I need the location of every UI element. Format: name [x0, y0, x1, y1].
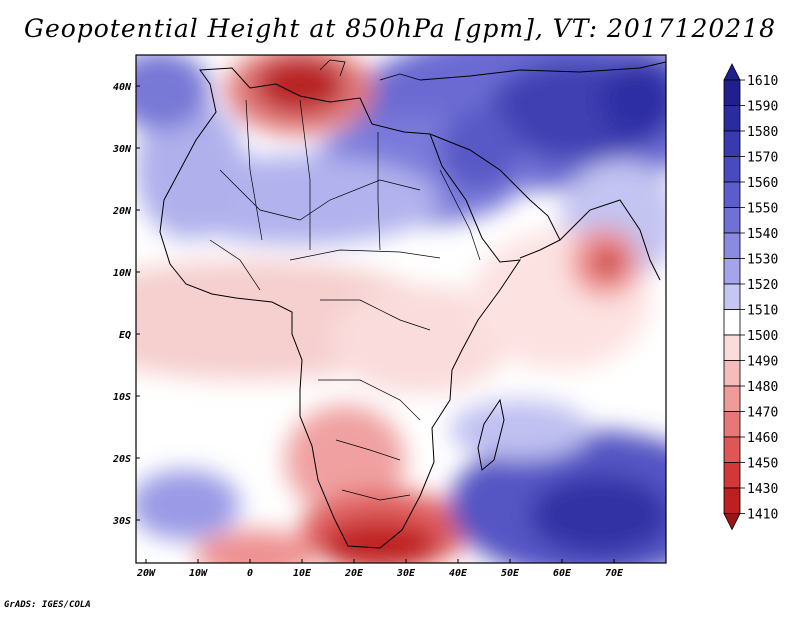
- y-tick-label: 10S: [113, 392, 131, 403]
- coastlines: [159, 59, 666, 549]
- colorbar-swatch: [723, 79, 741, 106]
- colorbar-label: 1550: [747, 202, 778, 217]
- colorbar-cap-top: [723, 63, 741, 81]
- colorbar-label: 1430: [747, 482, 778, 497]
- colorbar-label: 1410: [747, 508, 778, 523]
- x-axis: 20W 10W 0 10E 20E 30E 40E 50E 60E 70E: [136, 559, 624, 579]
- y-tick-label: EQ: [119, 330, 131, 341]
- colorbar-swatch: [723, 130, 741, 157]
- colorbar-label: 1560: [747, 176, 778, 191]
- colorbar-swatch: [723, 258, 741, 285]
- colorbar-label: 1590: [747, 100, 778, 115]
- x-tick-label: 70E: [605, 568, 624, 579]
- colorbar-swatch: [723, 232, 741, 259]
- colorbar-label: 1470: [747, 406, 778, 421]
- colorbar-label: 1460: [747, 431, 778, 446]
- colorbar-label: 1540: [747, 227, 778, 242]
- colorbar-swatch: [723, 105, 741, 132]
- colorbar: 1610 1590 1580 1570 1560 1550 1540 1530 1520 1510…: [723, 63, 778, 531]
- x-tick-label: 20W: [136, 568, 156, 579]
- y-tick-label: 30S: [112, 516, 131, 527]
- colorbar-swatch: [723, 207, 741, 234]
- map-title: Geopotential Height at 850hPa [gpm], VT:…: [23, 14, 777, 43]
- x-tick-label: 20E: [344, 568, 364, 579]
- colorbar-swatch: [723, 309, 741, 336]
- y-tick-label: 30N: [112, 144, 132, 155]
- grads-credit: GrADS: IGES/COLA: [4, 600, 91, 610]
- colorbar-swatch: [723, 385, 741, 412]
- plot-frame: [135, 54, 667, 564]
- colorbar-label: 1490: [747, 355, 778, 370]
- y-tick-label: 20N: [112, 206, 132, 217]
- colorbar-swatch: [723, 283, 741, 310]
- colorbar-swatch: [723, 156, 741, 183]
- colorbar-swatch: [723, 487, 741, 514]
- colorbar-label: 1450: [747, 457, 778, 472]
- x-tick-label: 50E: [501, 568, 520, 579]
- colorbar-label: 1610: [747, 74, 778, 89]
- colorbar-swatch: [723, 334, 741, 361]
- colorbar-swatch: [723, 436, 741, 463]
- colorbar-swatch: [723, 462, 741, 489]
- y-tick-label: 40N: [113, 82, 132, 93]
- colorbar-swatch: [723, 411, 741, 438]
- x-tick-label: 30E: [396, 568, 416, 579]
- colorbar-label: 1530: [747, 253, 778, 268]
- colorbar-cap-bottom: [723, 513, 741, 531]
- colorbar-label: 1500: [747, 329, 778, 344]
- colorbar-label: 1520: [747, 278, 778, 293]
- y-tick-label: 20S: [112, 454, 131, 465]
- y-tick-label: 10N: [113, 268, 132, 279]
- colorbar-label: 1580: [747, 125, 778, 140]
- height-field: [136, 55, 666, 563]
- colorbar-label: 1510: [747, 304, 778, 319]
- colorbar-swatch: [723, 360, 741, 387]
- colorbar-label: 1480: [747, 380, 778, 395]
- x-tick-label: 0: [247, 568, 253, 579]
- x-tick-label: 60E: [553, 568, 572, 579]
- colorbar-swatch: [723, 181, 741, 208]
- x-tick-label: 40E: [449, 568, 468, 579]
- y-axis: 40N 30N 20N 10N EQ 10S 20S 30S: [112, 82, 140, 527]
- x-tick-label: 10E: [293, 568, 312, 579]
- colorbar-label: 1570: [747, 151, 778, 166]
- country-borders: [209, 99, 481, 501]
- x-tick-label: 10W: [189, 568, 208, 579]
